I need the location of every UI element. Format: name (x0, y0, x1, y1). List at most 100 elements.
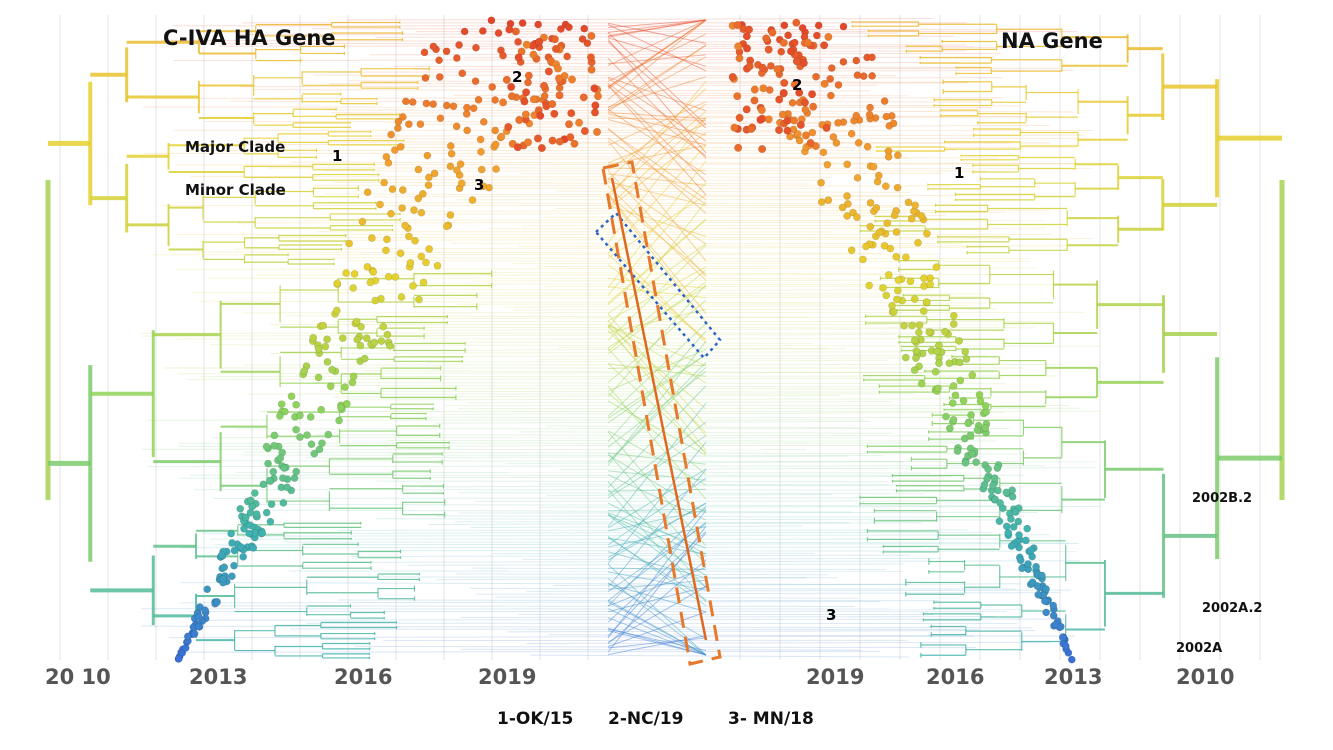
na-axis-tick-2019: 2019 (806, 665, 864, 689)
tip-point (843, 192, 851, 200)
tangle-line (607, 551, 707, 579)
tip-point (1021, 536, 1030, 545)
tip-point (398, 113, 407, 121)
tip-point (956, 376, 965, 385)
tip-point (854, 138, 863, 147)
tangle-band (210, 344, 1100, 347)
ha-axis-tick-2016: 2016 (334, 665, 392, 689)
tangle-line (607, 324, 707, 367)
tangle-line (607, 103, 707, 171)
tip-point (955, 337, 964, 345)
tangle-line (607, 32, 707, 126)
tip-point (829, 133, 838, 141)
tip-point (817, 198, 826, 206)
tip-point (750, 85, 759, 94)
tip-point (862, 242, 870, 251)
tangle-line (607, 400, 707, 456)
tip-point (1024, 560, 1032, 568)
tangle-line (607, 19, 707, 100)
tip-point (932, 263, 941, 272)
tip-point (1034, 590, 1043, 599)
tip-point (592, 127, 602, 137)
ha-gene-title: C-IVA HA Gene (163, 26, 336, 50)
tip-point (415, 295, 423, 304)
tip-point (384, 272, 393, 281)
tip-point (780, 21, 789, 30)
tip-point (795, 136, 804, 145)
tangle-line (607, 526, 707, 548)
tip-point (523, 138, 533, 147)
tip-point (241, 513, 250, 522)
tangle-band (414, 67, 1060, 70)
tip-point (471, 77, 480, 86)
tip-point (472, 43, 480, 52)
tip-point (433, 261, 442, 270)
tip-point (524, 78, 532, 87)
tangle-band (559, 467, 1096, 470)
tip-point (1015, 531, 1023, 539)
tip-point (377, 337, 386, 345)
tip-point (236, 542, 245, 551)
tip-point (292, 400, 301, 409)
tip-point (868, 71, 877, 80)
tip-point (336, 403, 345, 412)
tangle-band (553, 583, 1021, 586)
tip-point (993, 464, 1002, 472)
tip-point (390, 146, 399, 154)
tip-point (424, 181, 433, 190)
tangle-line (607, 243, 707, 344)
tip-point (524, 71, 533, 80)
tip-point (735, 113, 744, 122)
tip-point (790, 116, 799, 125)
tip-point (949, 320, 958, 329)
tip-point (801, 105, 810, 114)
tangle-band (282, 541, 1069, 544)
tangle-band (424, 209, 1050, 212)
tip-point (788, 98, 797, 107)
tip-point (446, 211, 455, 219)
tip-point (567, 75, 577, 84)
tangle-band (545, 425, 861, 429)
tangle-line (607, 567, 707, 570)
tip-point (230, 561, 238, 570)
tangle-band (241, 534, 1051, 537)
tangle-band (255, 273, 995, 276)
tangle-band (141, 625, 1032, 629)
tangle-band (289, 628, 979, 631)
tip-point (404, 120, 413, 129)
tangle-line (607, 364, 707, 369)
tip-point (910, 366, 919, 375)
tip-point (784, 31, 792, 40)
tip-point (812, 72, 820, 81)
tip-point (762, 34, 771, 43)
tip-point (409, 281, 417, 290)
tangle-band (243, 363, 1064, 366)
tip-point (866, 198, 875, 207)
tip-point (790, 38, 799, 47)
tip-point (892, 228, 901, 236)
tangle-band (488, 124, 1050, 128)
tangle-band (555, 206, 903, 209)
tip-point (792, 18, 801, 27)
tangle-band (460, 616, 995, 618)
tip-point (758, 144, 767, 154)
tip-point (587, 65, 596, 74)
tip-point (398, 204, 407, 212)
tip-point (907, 214, 916, 223)
tip-point (227, 529, 236, 538)
tip-point (323, 358, 332, 366)
tip-point (423, 151, 432, 160)
tip-point (827, 64, 836, 72)
tip-point (832, 139, 841, 147)
tangle-line (607, 601, 707, 656)
tip-point (893, 286, 902, 295)
tip-point (540, 92, 549, 100)
tip-point (246, 496, 255, 505)
na-axis-tick-2013: 2013 (1044, 665, 1102, 689)
tip-point (586, 53, 596, 62)
tip-point (893, 183, 902, 192)
tip-point (926, 280, 935, 289)
tangle-line (607, 194, 707, 275)
tip-point (315, 445, 324, 454)
tip-point (217, 551, 226, 559)
